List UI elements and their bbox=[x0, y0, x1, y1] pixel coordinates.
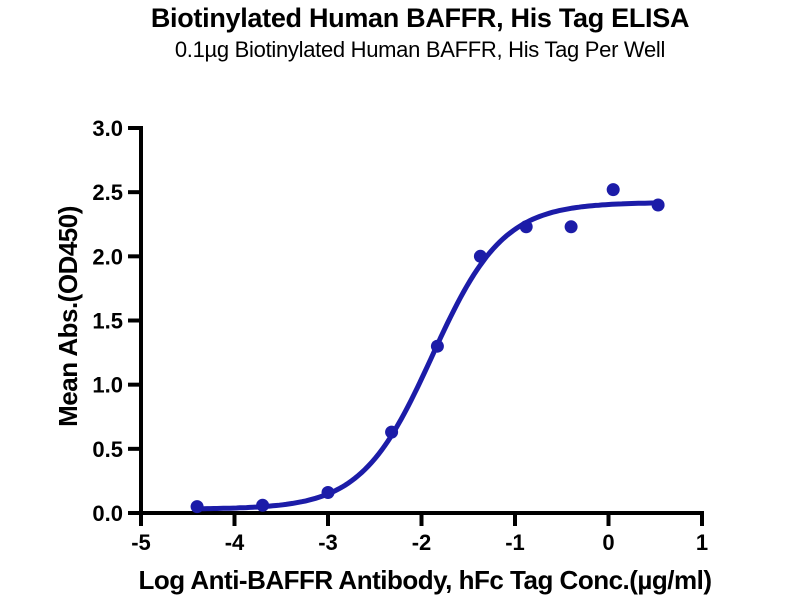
y-tick-label: 2.0 bbox=[92, 244, 123, 269]
y-tick-label: 1.5 bbox=[92, 309, 123, 334]
x-tick-label: -5 bbox=[131, 530, 151, 555]
data-point bbox=[256, 498, 270, 512]
data-point bbox=[385, 425, 399, 439]
data-point bbox=[606, 183, 620, 197]
y-tick-label: 3.0 bbox=[92, 116, 123, 141]
data-point bbox=[190, 500, 204, 514]
data-point bbox=[321, 486, 335, 499]
y-tick-label: 0.0 bbox=[92, 501, 123, 526]
x-axis-title: Log Anti-BAFFR Antibody, hFc Tag Conc.(µ… bbox=[138, 565, 711, 595]
x-tick-label: -1 bbox=[505, 530, 525, 555]
y-tick-label: 2.5 bbox=[92, 180, 123, 205]
chart-header: Biotinylated Human BAFFR, His Tag ELISA … bbox=[0, 3, 800, 63]
x-tick-label: 1 bbox=[696, 530, 708, 555]
y-tick-label: 1.0 bbox=[92, 373, 123, 398]
data-point bbox=[651, 198, 665, 212]
y-axis-title: Mean Abs.(OD450) bbox=[53, 206, 83, 427]
x-tick-label: -3 bbox=[318, 530, 338, 555]
x-tick-label: 0 bbox=[602, 530, 614, 555]
fit-curve bbox=[194, 200, 661, 512]
x-tick-label: -4 bbox=[225, 530, 245, 555]
y-tick-label: 0.5 bbox=[92, 437, 123, 462]
data-point bbox=[430, 339, 444, 353]
data-point bbox=[564, 220, 578, 234]
chart-subtitle: 0.1µg Biotinylated Human BAFFR, His Tag … bbox=[174, 37, 666, 62]
x-tick-label: -2 bbox=[412, 530, 432, 555]
data-point bbox=[519, 220, 533, 234]
chart-title: Biotinylated Human BAFFR, His Tag ELISA bbox=[150, 3, 690, 33]
data-point bbox=[473, 249, 487, 263]
